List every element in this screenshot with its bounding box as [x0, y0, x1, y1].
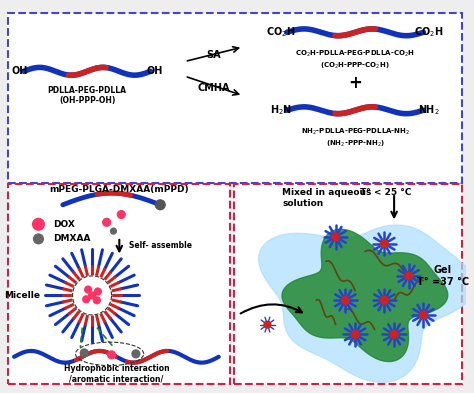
Circle shape	[381, 240, 388, 248]
Text: Micelle: Micelle	[4, 291, 40, 300]
Text: NH$_2$-PDLLA-PEG-PDLLA-NH$_2$
(NH$_2$-PPP-NH$_2$): NH$_2$-PDLLA-PEG-PDLLA-NH$_2$ (NH$_2$-PP…	[301, 127, 410, 149]
Text: CO$_2$H: CO$_2$H	[414, 26, 444, 39]
Text: SA: SA	[207, 50, 221, 60]
Circle shape	[103, 219, 110, 226]
Circle shape	[341, 296, 349, 304]
Text: CO$_2$H-PDLLA-PEG-PDLLA-CO$_2$H
(CO$_2$H-PPP-CO$_2$H): CO$_2$H-PDLLA-PEG-PDLLA-CO$_2$H (CO$_2$H…	[295, 49, 415, 71]
Circle shape	[155, 200, 165, 209]
Text: DOX: DOX	[53, 220, 75, 229]
FancyBboxPatch shape	[234, 184, 462, 384]
Polygon shape	[259, 225, 474, 382]
Text: CO$_2$H: CO$_2$H	[266, 26, 296, 39]
Circle shape	[381, 296, 388, 304]
Circle shape	[405, 272, 413, 280]
Circle shape	[33, 219, 44, 230]
Circle shape	[34, 234, 43, 244]
Circle shape	[93, 297, 100, 304]
Text: Self- assemble: Self- assemble	[129, 241, 192, 250]
Circle shape	[108, 351, 116, 359]
Text: OH: OH	[12, 66, 28, 76]
Text: OH: OH	[146, 66, 163, 76]
Text: H$_2$N: H$_2$N	[270, 103, 292, 117]
Circle shape	[81, 349, 88, 357]
Circle shape	[132, 350, 140, 358]
Text: DMXAA: DMXAA	[53, 234, 91, 243]
Text: Hydrophobic interaction
/aromatic interaction/: Hydrophobic interaction /aromatic intera…	[64, 364, 169, 383]
Text: NH$_2$: NH$_2$	[419, 103, 440, 117]
Circle shape	[351, 331, 359, 338]
Circle shape	[85, 286, 91, 293]
Circle shape	[73, 276, 111, 315]
FancyBboxPatch shape	[8, 13, 462, 184]
Circle shape	[89, 292, 95, 299]
Text: PDLLA-PEG-PDLLA
(OH-PPP-OH): PDLLA-PEG-PDLLA (OH-PPP-OH)	[48, 86, 127, 105]
Polygon shape	[282, 229, 448, 362]
Circle shape	[264, 321, 271, 328]
Circle shape	[419, 311, 427, 319]
Circle shape	[118, 211, 125, 219]
Circle shape	[83, 296, 90, 303]
Text: mPEG-PLGA-DMXAA(mPPD): mPEG-PLGA-DMXAA(mPPD)	[49, 185, 189, 194]
Circle shape	[390, 331, 398, 338]
Circle shape	[110, 228, 117, 234]
Circle shape	[332, 233, 339, 241]
Text: Mixed in aqueous
solution: Mixed in aqueous solution	[282, 188, 372, 208]
Text: +: +	[348, 74, 362, 92]
Text: T° < 25 °C: T° < 25 °C	[360, 188, 411, 197]
Circle shape	[94, 288, 101, 295]
Text: Gel
T° =37 °C: Gel T° =37 °C	[417, 265, 469, 287]
Text: CMHA: CMHA	[198, 83, 230, 93]
FancyBboxPatch shape	[8, 184, 230, 384]
